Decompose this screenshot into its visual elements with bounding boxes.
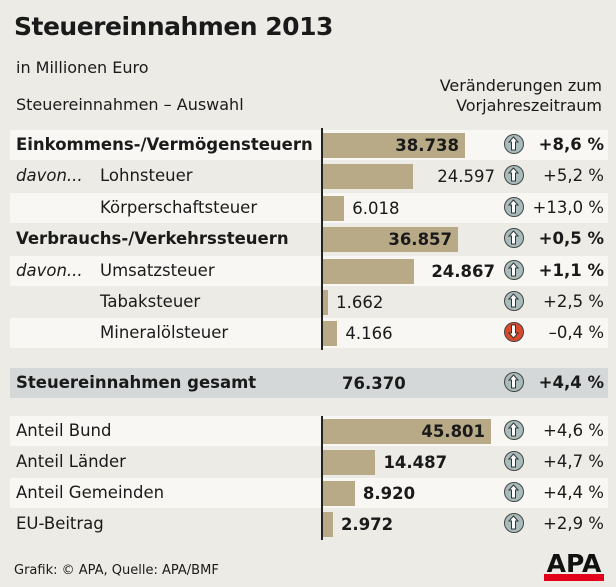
value-label: 24.597 [437, 167, 495, 186]
arrow-up-icon [504, 165, 524, 185]
value-label: 2.972 [340, 515, 394, 534]
total-row: Steuereinnahmen gesamt 76.370 +4,4 % [10, 368, 608, 398]
table-row: Einkommens-/Vermögensteuern 38.738 +8,6 % [10, 130, 608, 160]
change-percent: +8,6 % [538, 135, 604, 154]
row-label: Anteil Bund [16, 421, 112, 440]
value-bar [322, 481, 355, 506]
value-label: 8.920 [362, 484, 416, 503]
change-percent: –0,4 % [548, 323, 604, 342]
value-bar [322, 164, 413, 189]
value-label: 38.738 [395, 136, 459, 155]
total-value: 76.370 [342, 374, 406, 393]
row-label: Anteil Länder [16, 452, 126, 471]
arrow-up-icon [504, 372, 524, 392]
axis-line [321, 128, 323, 350]
change-percent: +0,5 % [538, 229, 604, 248]
value-label: 45.801 [421, 422, 486, 441]
total-label: Steuereinnahmen gesamt [16, 373, 257, 392]
table-row: Verbrauchs-/Verkehrssteuern 36.857 +0,5 % [10, 224, 608, 254]
arrow-up-icon [504, 420, 524, 440]
value-label: 24.867 [431, 262, 495, 281]
chart-subtitle: in Millionen Euro [16, 58, 149, 77]
arrow-up-icon [504, 228, 524, 248]
row-label: Mineralölsteuer [100, 323, 229, 342]
row-label: Tabaksteuer [100, 292, 201, 311]
change-percent: +2,9 % [543, 514, 604, 533]
row-label: Umsatzsteuer [100, 261, 215, 280]
change-percent: +1,1 % [538, 261, 604, 280]
table-row: Anteil Bund 45.801 +4,6 % [10, 416, 608, 446]
table-row: Körperschaftsteuer 6.018 +13,0 % [10, 193, 608, 223]
arrow-up-icon [504, 482, 524, 502]
table-row: EU-Beitrag 2.972 +2,9 % [10, 509, 608, 539]
row-label: EU-Beitrag [16, 514, 104, 533]
right-column-header: Veränderungen zum Vorjahreszeitraum [439, 76, 602, 115]
table-row: davon... Lohnsteuer 24.597 +5,2 % [10, 161, 608, 191]
arrow-up-icon [504, 513, 524, 533]
value-label: 14.487 [383, 453, 448, 472]
value-label: 4.166 [345, 324, 393, 343]
change-percent: +4,6 % [543, 421, 604, 440]
table-row: Tabaksteuer 1.662 +2,5 % [10, 287, 608, 317]
change-percent: +4,7 % [543, 452, 604, 471]
value-bar [322, 259, 414, 284]
value-bar [322, 133, 465, 158]
value-label: 6.018 [352, 199, 400, 218]
arrow-up-icon [504, 451, 524, 471]
axis-line [321, 416, 323, 540]
value-bar [322, 321, 338, 346]
row-label: Lohnsteuer [100, 166, 193, 185]
arrow-up-icon [504, 260, 524, 280]
row-label: Einkommens-/Vermögensteuern [16, 135, 313, 154]
table-row: Anteil Länder 14.487 +4,7 % [10, 447, 608, 477]
change-percent: +5,2 % [543, 166, 604, 185]
arrow-up-icon [504, 134, 524, 154]
row-label: Körperschaftsteuer [100, 198, 258, 217]
change-percent: +4,4 % [543, 483, 604, 502]
value-bar [322, 290, 329, 315]
value-bar [322, 227, 458, 252]
chart-title: Steuereinnahmen 2013 [14, 12, 333, 41]
value-label: 1.662 [336, 293, 384, 312]
arrow-up-icon [504, 291, 524, 311]
change-percent: +2,5 % [543, 292, 604, 311]
arrow-down-icon [504, 322, 524, 342]
value-bar [322, 450, 376, 475]
row-label: Verbrauchs-/Verkehrssteuern [16, 229, 289, 248]
table-row: Mineralölsteuer 4.166 –0,4 % [10, 318, 608, 348]
row-prefix: davon... [16, 166, 83, 185]
change-percent: +13,0 % [532, 198, 605, 217]
value-bar [322, 196, 345, 221]
total-change: +4,4 % [538, 373, 604, 392]
left-column-header: Steuereinnahmen – Auswahl [16, 95, 244, 114]
svg-text:APA: APA [547, 549, 602, 578]
apa-logo: APA [542, 548, 606, 582]
table-row: Anteil Gemeinden 8.920 +4,4 % [10, 478, 608, 508]
arrow-up-icon [504, 197, 524, 217]
value-bar [322, 512, 333, 537]
table-row: davon... Umsatzsteuer 24.867 +1,1 % [10, 256, 608, 286]
row-prefix: davon... [16, 261, 83, 280]
source-footer: Grafik: © APA, Quelle: APA/BMF [14, 563, 219, 578]
value-label: 36.857 [388, 230, 453, 249]
row-label: Anteil Gemeinden [16, 483, 165, 502]
value-bar [322, 419, 491, 444]
